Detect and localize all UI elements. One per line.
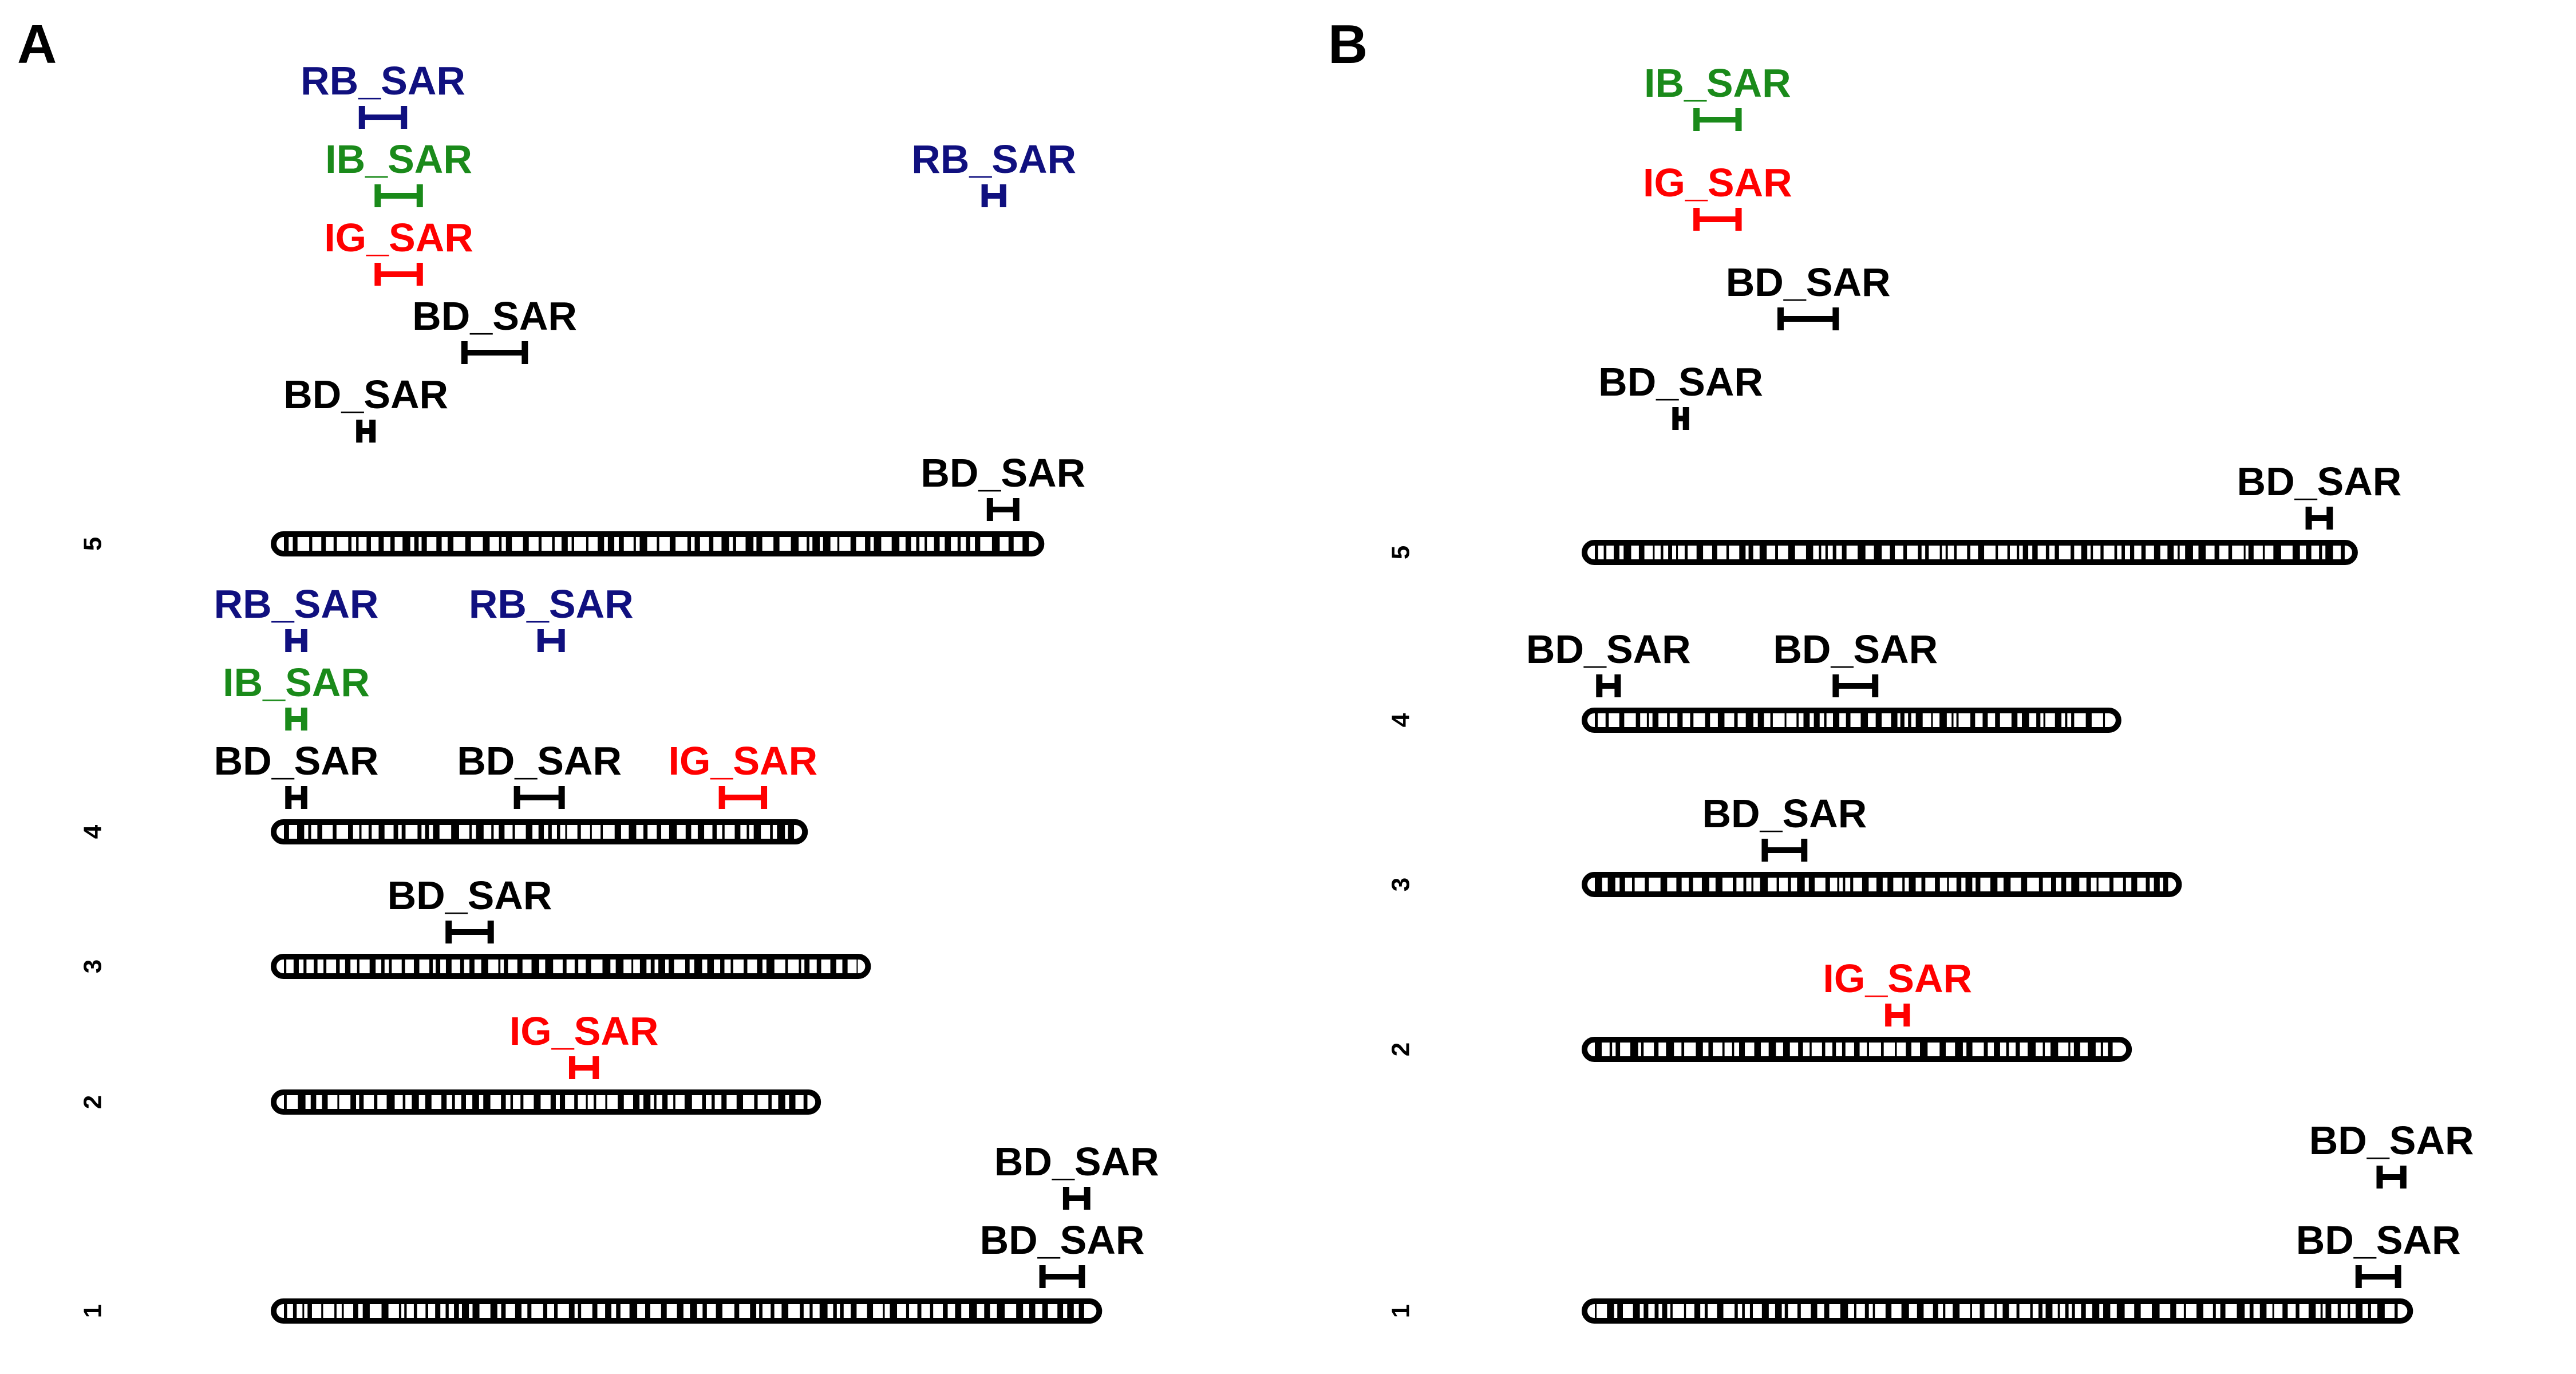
qtl-label: BD_SAR (1598, 360, 1763, 404)
qtl-interval: BD_SAR (2309, 1118, 2474, 1189)
qtl-interval: BD_SAR (388, 873, 552, 943)
panel-a-label: A (17, 14, 57, 75)
qtl-interval: BD_SAR (1702, 791, 1867, 862)
qtl-interval: IG_SAR (1823, 956, 1972, 1026)
chromosome-label: 2 (1387, 1043, 1415, 1056)
qtl-interval: BD_SAR (980, 1218, 1145, 1288)
chromosome-1: 1 (79, 1298, 1103, 1324)
qtl-interval: RB_SAR (214, 582, 379, 652)
panel-b: 5 4 3 2 1 BD_SAR BD_SAR BD_SAR IG_SAR IB_SAR BD_SA… (1387, 61, 2474, 1324)
qtl-interval: IG_SAR (324, 215, 473, 286)
qtl-label: BD_SAR (980, 1218, 1145, 1262)
chromosome-label: 3 (79, 960, 107, 973)
panel-b-label: B (1328, 14, 1368, 75)
qtl-interval: RB_SAR (911, 137, 1076, 207)
qtl-label: BD_SAR (412, 294, 577, 338)
qtl-label: IB_SAR (223, 660, 370, 705)
qtl-interval: RB_SAR (301, 58, 465, 129)
qtl-label: IG_SAR (1643, 160, 1792, 205)
qtl-interval: BD_SAR (457, 739, 622, 809)
qtl-interval: BD_SAR (1526, 627, 1691, 697)
qtl-label: BD_SAR (388, 873, 552, 918)
qtl-label: RB_SAR (911, 137, 1076, 181)
qtl-label: BD_SAR (2237, 459, 2402, 504)
qtl-interval: BD_SAR (2237, 459, 2402, 530)
qtl-label: IG_SAR (1823, 956, 1972, 1001)
qtl-interval: BD_SAR (1726, 260, 1891, 330)
chromosome-4: 4 (1387, 708, 2121, 733)
chromosome-2: 2 (79, 1089, 821, 1115)
qtl-label: RB_SAR (301, 58, 465, 103)
qtl-label: BD_SAR (1726, 260, 1891, 305)
chromosome-label: 4 (79, 824, 107, 839)
qtl-label: IG_SAR (669, 739, 818, 783)
qtl-label: BD_SAR (457, 739, 622, 783)
chromosome-label: 5 (79, 537, 107, 551)
qtl-interval: IB_SAR (325, 137, 472, 207)
qtl-label: RB_SAR (469, 582, 634, 626)
qtl-interval: BD_SAR (920, 451, 1085, 521)
chromosome-label: 4 (1387, 713, 1415, 727)
chromosome-label: 1 (79, 1304, 107, 1318)
qtl-interval: BD_SAR (2296, 1218, 2461, 1288)
qtl-label: BD_SAR (920, 451, 1085, 495)
qtl-interval: BD_SAR (214, 739, 379, 809)
qtl-interval: IB_SAR (1644, 61, 1791, 131)
panel-a: 5 4 3 2 1 BD_SAR BD_SAR BD_SAR IG_SAR IB_SAR RB_SA… (79, 58, 1159, 1324)
qtl-interval: BD_SAR (283, 372, 448, 443)
qtl-label: IB_SAR (1644, 61, 1791, 105)
chromosome-label: 3 (1387, 878, 1415, 891)
chromosome-1: 1 (1387, 1298, 2413, 1324)
chromosome-4: 4 (79, 819, 808, 844)
qtl-interval: BD_SAR (1773, 627, 1938, 697)
qtl-interval: BD_SAR (412, 294, 577, 364)
qtl-label: BD_SAR (994, 1139, 1159, 1184)
qtl-interval: BD_SAR (994, 1139, 1159, 1210)
chromosome-5: 5 (1387, 540, 2358, 565)
qtl-label: IG_SAR (509, 1009, 659, 1053)
qtl-interval: RB_SAR (469, 582, 634, 652)
chromosome-2: 2 (1387, 1037, 2132, 1062)
qtl-interval: IB_SAR (223, 660, 370, 731)
qtl-label: IB_SAR (325, 137, 472, 181)
qtl-label: BD_SAR (2296, 1218, 2461, 1262)
qtl-label: BD_SAR (214, 739, 379, 783)
qtl-interval: IG_SAR (669, 739, 818, 809)
qtl-label: BD_SAR (1702, 791, 1867, 836)
qtl-label: BD_SAR (283, 372, 448, 417)
qtl-interval: BD_SAR (1598, 360, 1763, 430)
chromosome-label: 5 (1387, 546, 1415, 559)
chromosome-label: 2 (79, 1095, 107, 1109)
qtl-label: BD_SAR (1526, 627, 1691, 672)
qtl-label: RB_SAR (214, 582, 379, 626)
qtl-label: BD_SAR (1773, 627, 1938, 672)
qtl-interval: IG_SAR (1643, 160, 1792, 231)
qtl-interval: IG_SAR (509, 1009, 659, 1079)
chromosome-5: 5 (79, 531, 1045, 556)
chromosome-3: 3 (1387, 872, 2182, 897)
chromosome-label: 1 (1387, 1304, 1415, 1318)
qtl-label: IG_SAR (324, 215, 473, 260)
qtl-label: BD_SAR (2309, 1118, 2474, 1163)
chromosome-3: 3 (79, 954, 871, 979)
